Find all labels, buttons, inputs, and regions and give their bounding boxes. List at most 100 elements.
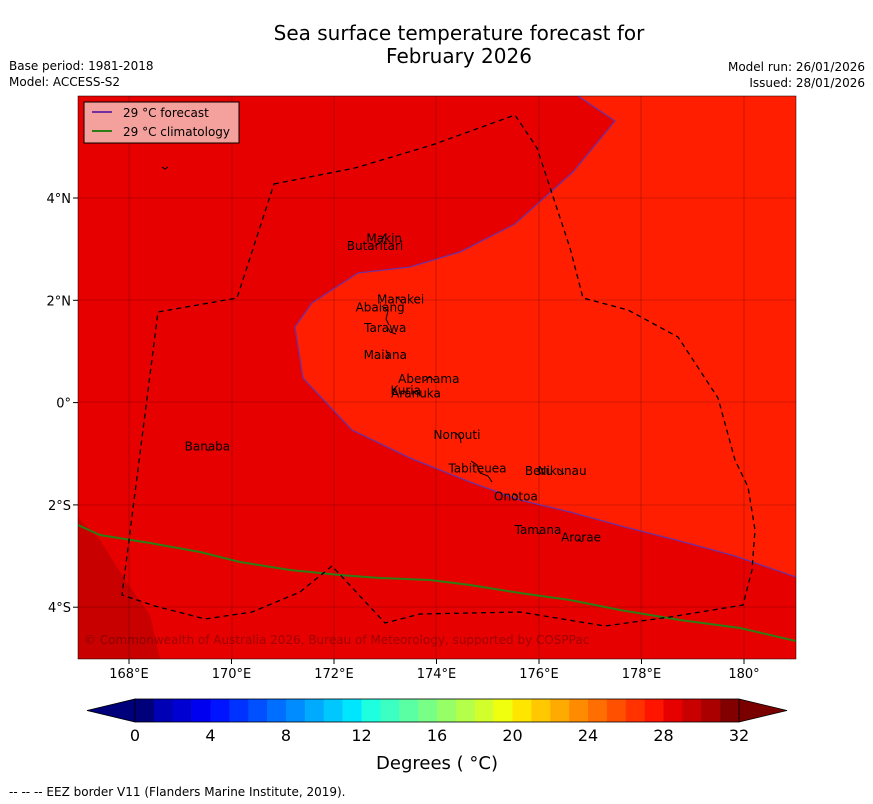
colorbar-swatch	[191, 699, 211, 722]
colorbar-swatch	[625, 699, 645, 722]
lat-tick-label: 2°S	[48, 499, 71, 514]
base-period: Base period: 1981-2018	[9, 59, 154, 73]
colorbar-swatch	[267, 699, 287, 722]
colorbar-swatch	[455, 699, 476, 722]
colorbar-swatch	[286, 699, 306, 722]
colorbar-swatch	[701, 699, 721, 722]
island-label-marakei: Marakei	[377, 293, 424, 307]
island-label-abemama: Abemama	[398, 372, 459, 386]
lon-tick-label: 174°E	[417, 667, 457, 682]
colorbar-swatch	[323, 699, 343, 722]
colorbar-swatch	[644, 699, 664, 722]
island-label-abaiang: Abaiang	[356, 300, 405, 314]
island-label-makin: Makin	[366, 231, 402, 245]
map-legend: 29 °C forecast 29 °C climatology	[83, 101, 240, 144]
colorbar-tick-label: 12	[351, 726, 371, 745]
island-label-aranuka: Aranuka	[391, 386, 441, 400]
island-label-butaritari: Butaritari	[347, 239, 404, 253]
warm-region	[295, 96, 796, 577]
colorbar-tick-label: 8	[281, 726, 291, 745]
colorbar-swatch	[153, 699, 174, 722]
island-outlines	[161, 166, 583, 543]
colorbar	[86, 698, 788, 723]
colorbar-swatch	[210, 699, 230, 722]
island-label-beru: Beru	[525, 464, 553, 478]
colorbar-swatch	[172, 699, 192, 722]
colorbar-swatch	[588, 699, 608, 722]
colorbar-swatch	[437, 699, 457, 722]
island-label-nikunau: Nikunau	[538, 464, 587, 478]
colorbar-swatch	[380, 699, 400, 722]
colorbar-swatch	[135, 699, 155, 722]
colorbar-tick-label: 4	[205, 726, 215, 745]
lon-tick-label: 170°E	[212, 667, 252, 682]
colorbar-tick-label: 28	[653, 726, 673, 745]
island-label-nonouti: Nonouti	[434, 428, 481, 442]
issued-date: Issued: 28/01/2026	[749, 76, 865, 90]
colorbar-swatch	[569, 699, 589, 722]
colorbar-swatch	[399, 699, 419, 722]
colorbar-swatch	[342, 699, 362, 722]
colorbar-under-arrow	[86, 698, 136, 723]
colorbar-swatch	[531, 699, 551, 722]
lon-tick-label: 180°	[728, 667, 759, 682]
meta-left: Base period: 1981-2018 Model: ACCESS-S2	[9, 58, 154, 90]
island-label-tamana: Tamana	[514, 523, 562, 537]
lon-tick-label: 172°E	[314, 667, 354, 682]
island-label-arorae: Arorae	[561, 531, 601, 545]
meta-right: Model run: 26/01/2026 Issued: 28/01/2026	[728, 59, 865, 91]
island-label-tabiteuea: Tabiteuea	[447, 461, 506, 475]
island-label-onotoa: Onotoa	[494, 490, 538, 504]
colorbar-swatch	[682, 699, 702, 722]
colorbar-tick-label: 24	[578, 726, 598, 745]
title-line-1: Sea surface temperature forecast for	[273, 21, 645, 45]
island-label-banaba: Banaba	[185, 440, 231, 454]
colorbar-swatch	[304, 699, 325, 722]
colorbar-tick-label: 0	[130, 726, 140, 745]
coolest-region	[78, 518, 160, 659]
model-name: Model: ACCESS-S2	[9, 75, 121, 89]
climatology-29c-contour	[78, 524, 796, 642]
colorbar-swatch	[606, 699, 627, 722]
colorbar-tick-label: 16	[427, 726, 447, 745]
lat-tick-label: 4°N	[47, 192, 72, 207]
colorbar-tick-label: 20	[502, 726, 522, 745]
forecast-29c-contour	[294, 96, 796, 578]
legend-climatology-label: 29 °C climatology	[123, 125, 230, 139]
colorbar-swatch	[418, 699, 438, 722]
legend-forecast-label: 29 °C forecast	[123, 106, 209, 120]
lon-tick-label: 178°E	[622, 667, 662, 682]
colorbar-swatch	[493, 699, 513, 722]
chart-title: Sea surface temperature forecast for Feb…	[0, 22, 873, 68]
colorbar-tick-label: 32	[729, 726, 749, 745]
colorbar-ticks: 0 4 8 12 16 20 24 28 32	[130, 726, 749, 745]
gridlines	[78, 96, 796, 659]
colorbar-swatch	[248, 699, 268, 722]
eez-footnote: -- -- -- EEZ border V11 (Flanders Marine…	[9, 785, 346, 799]
island-label-tarawa: Tarawa	[363, 321, 406, 335]
colorbar-over-arrow	[738, 698, 788, 723]
eez-border	[121, 114, 756, 627]
longitude-ticks: 168°E 170°E 172°E 174°E 176°E 178°E 180°	[109, 659, 760, 682]
colorbar-swatch	[720, 699, 740, 722]
title-line-2: February 2026	[386, 44, 532, 68]
island-label-kuria: Kuria	[391, 384, 422, 398]
lat-tick-label: 0°	[56, 397, 71, 412]
colorbar-title: Degrees ( °C)	[376, 753, 498, 774]
colorbar-swatch	[361, 699, 381, 722]
lat-tick-label: 2°N	[47, 294, 72, 309]
lon-tick-label: 176°E	[519, 667, 559, 682]
lat-tick-label: 4°S	[48, 601, 71, 616]
colorbar-swatch	[229, 699, 249, 722]
copyright-notice: © Commonwealth of Australia 2026, Bureau…	[84, 633, 589, 647]
colorbar-swatch	[550, 699, 570, 722]
legend-box	[83, 101, 240, 144]
model-run: Model run: 26/01/2026	[727, 60, 865, 74]
lon-tick-label: 168°E	[109, 667, 149, 682]
island-label-maiana: Maiana	[364, 348, 407, 362]
colorbar-swatch	[512, 699, 532, 722]
colorbar-frame	[134, 698, 740, 723]
